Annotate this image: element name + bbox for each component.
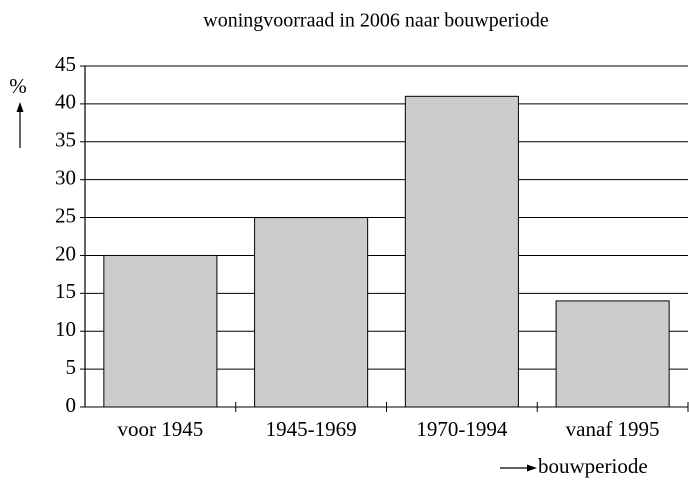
y-tick-label: 20 xyxy=(55,241,76,265)
y-tick-label: 35 xyxy=(55,128,76,152)
y-tick-label: 5 xyxy=(66,355,77,379)
x-tick-label: voor 1945 xyxy=(118,417,204,441)
y-tick-label: 45 xyxy=(55,52,76,76)
x-axis-label: bouwperiode xyxy=(538,454,648,478)
y-tick-label: 0 xyxy=(66,393,77,417)
y-axis-label: % xyxy=(9,74,27,98)
x-tick-label: 1970-1994 xyxy=(416,417,507,441)
chart-title: woningvoorraad in 2006 naar bouwperiode xyxy=(203,10,549,32)
bar xyxy=(555,300,670,408)
bar xyxy=(404,95,519,408)
bar xyxy=(103,254,218,408)
y-tick-label: 30 xyxy=(55,165,76,189)
y-tick-label: 40 xyxy=(55,90,76,114)
y-tick-label: 15 xyxy=(55,279,76,303)
x-tick-label: vanaf 1995 xyxy=(566,417,660,441)
y-axis-arrowhead xyxy=(16,102,24,112)
y-tick-label: 25 xyxy=(55,203,76,227)
y-tick-label: 10 xyxy=(55,317,76,341)
bar xyxy=(254,217,369,408)
x-axis-arrowhead xyxy=(527,464,537,472)
x-tick-label: 1945-1969 xyxy=(266,417,357,441)
